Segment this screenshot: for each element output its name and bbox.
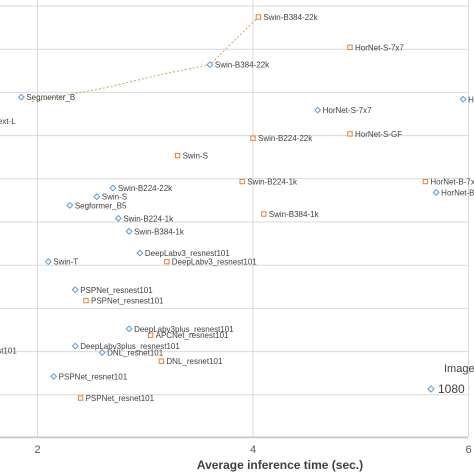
point-label: Swin-B384-1k (269, 210, 320, 219)
square-marker (174, 152, 181, 159)
diamond-marker (136, 249, 144, 257)
point-label: DNL_resnet101 (107, 349, 164, 358)
point-label: HorNet-S-GF (355, 130, 402, 139)
point-label: Swin-S (183, 152, 208, 161)
point-label: DeepLabv3plus_resnest101 (134, 325, 234, 334)
x-tick-label: 2 (34, 444, 40, 456)
trend-line (32, 16, 259, 102)
point-label: DeepLabv3_resnest101 (172, 258, 258, 267)
point-label: HorNet-B-GF (468, 95, 474, 104)
point-label: Swin-B224-1k (123, 214, 174, 223)
legend-diamond-marker (427, 385, 435, 393)
legend-title: Image- (444, 363, 474, 375)
x-tick-label: 4 (250, 444, 256, 456)
diamond-marker (109, 184, 117, 192)
diamond-marker (432, 188, 440, 196)
diamond-marker (71, 342, 79, 350)
point-label: Swin-B384-1k (134, 227, 185, 236)
diamond-marker (125, 325, 133, 333)
square-marker (255, 14, 262, 20)
diamond-marker (44, 258, 52, 266)
point-label: Swin-S (102, 193, 127, 202)
square-marker (422, 178, 429, 185)
square-marker (158, 358, 165, 364)
point-label: HorNet-S-7x7 (355, 43, 404, 52)
point-label: PSPNet_resnest101 (91, 297, 164, 306)
diamond-marker (98, 349, 106, 357)
square-marker (239, 178, 245, 185)
point-label: DNL_resnet101 (166, 357, 223, 366)
square-marker (250, 135, 256, 141)
square-marker (347, 44, 353, 50)
diamond-marker (17, 93, 25, 101)
point-label: HorNet-B-7x7 (441, 188, 474, 197)
legend-entry-label: 1080 (438, 382, 465, 396)
diamond-marker (66, 201, 74, 209)
diamond-marker (125, 227, 133, 235)
diamond-marker (50, 372, 58, 380)
point-label: DeepLabv3_resnest101 (145, 249, 231, 258)
x-tick-labels: 246810 (34, 444, 471, 456)
diamond-marker (206, 61, 214, 69)
grid-lines (0, 0, 469, 439)
point-label: Swin-B224-1k (247, 178, 298, 187)
point-label: Swin-B384-22k (215, 61, 270, 70)
point-label: PSPNet_resnet101 (86, 394, 155, 403)
point-label: HorNet-S-7x7 (323, 106, 372, 115)
diamond-marker (93, 193, 101, 201)
square-marker (164, 258, 170, 265)
square-marker (261, 211, 267, 217)
square-marker (147, 332, 154, 338)
point-label: Segformer_B5 (75, 201, 127, 210)
point-label: Segmenter_B (26, 93, 75, 102)
point-label: HorNet-B-7x7 (430, 178, 474, 187)
diamond-marker (314, 106, 322, 114)
diamond-marker (114, 214, 122, 222)
point-label: PSPNet_resnet101 (59, 372, 128, 381)
data-points (17, 14, 467, 401)
square-marker (347, 131, 353, 137)
diamond-marker (71, 286, 79, 294)
diamond-marker (459, 95, 467, 103)
point-label: Swin-B384-22k (263, 13, 318, 22)
point-label: et_resnest101 (0, 346, 17, 355)
point-label: PSPNet_resnest101 (80, 286, 153, 295)
trend-line-layer (32, 16, 259, 102)
point-label: Swin-B224-22k (258, 134, 313, 143)
point-label: Swin-T (53, 258, 78, 267)
point-labels: Swin-B384-22kConvNext_B640ScMask FPNVHor… (0, 13, 474, 403)
square-marker (83, 297, 89, 304)
point-label: Swin-B224-22k (118, 184, 173, 193)
x-tick-label: 6 (465, 444, 471, 456)
legend: Image- 1080 (427, 363, 474, 396)
point-label: DeepLabv3plus_resnest101 (80, 342, 180, 351)
x-axis-label: Average inference time (sec.) (197, 458, 363, 472)
point-label: SegNext-L (0, 117, 16, 126)
square-marker (77, 395, 84, 401)
point-label: APCNet_resnest101 (156, 331, 229, 340)
